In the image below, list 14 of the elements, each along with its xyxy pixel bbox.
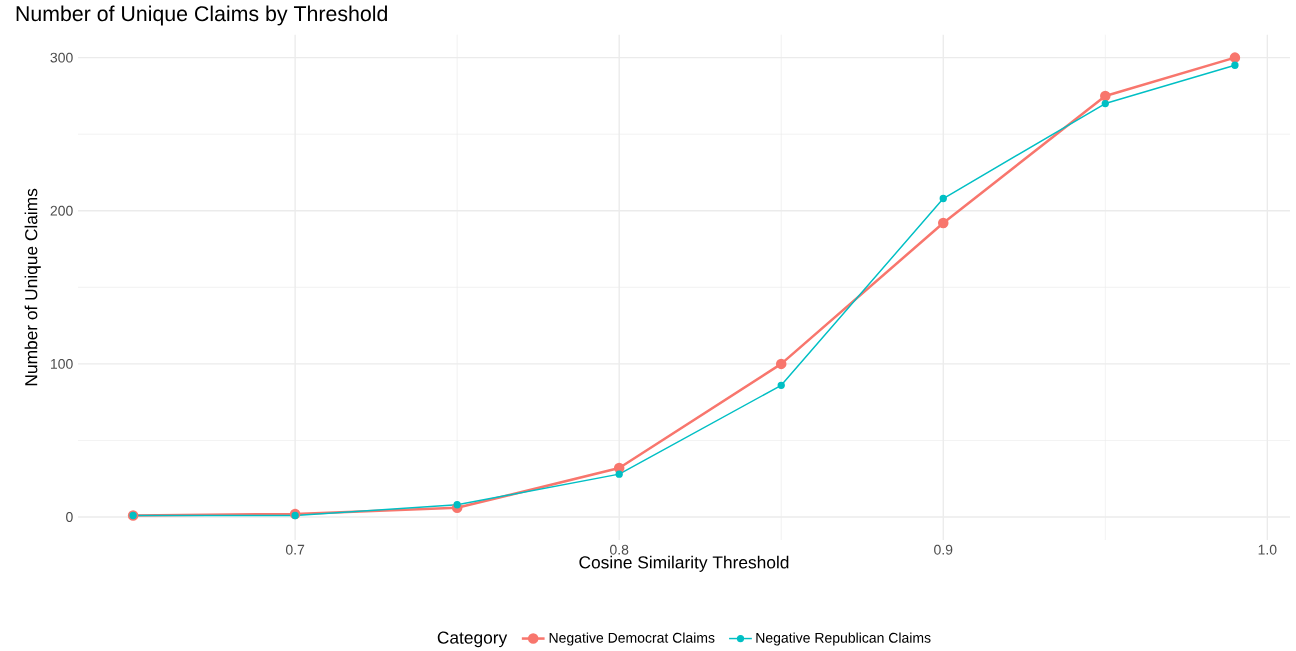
legend-label: Negative Republican Claims [756, 632, 931, 646]
x-tick-label: 1.0 [1258, 544, 1277, 555]
y-tick-label: 0 [66, 512, 73, 523]
chart-title: Number of Unique Claims by Threshold [16, 5, 387, 26]
x-tick-label: 0.8 [610, 544, 629, 555]
y-axis-title: Number of Unique Claims [24, 188, 41, 386]
y-tick-label: 100 [51, 358, 73, 369]
x-tick-label: 0.7 [285, 544, 305, 555]
legend-label: Negative Democrat Claims [549, 632, 715, 646]
x-axis-title: Cosine Similarity Threshold [579, 555, 789, 572]
legend-title: Category [437, 631, 508, 648]
y-tick-label: 300 [50, 52, 73, 63]
y-tick-label: 200 [50, 205, 73, 216]
x-tick-label: 0.9 [934, 544, 953, 555]
